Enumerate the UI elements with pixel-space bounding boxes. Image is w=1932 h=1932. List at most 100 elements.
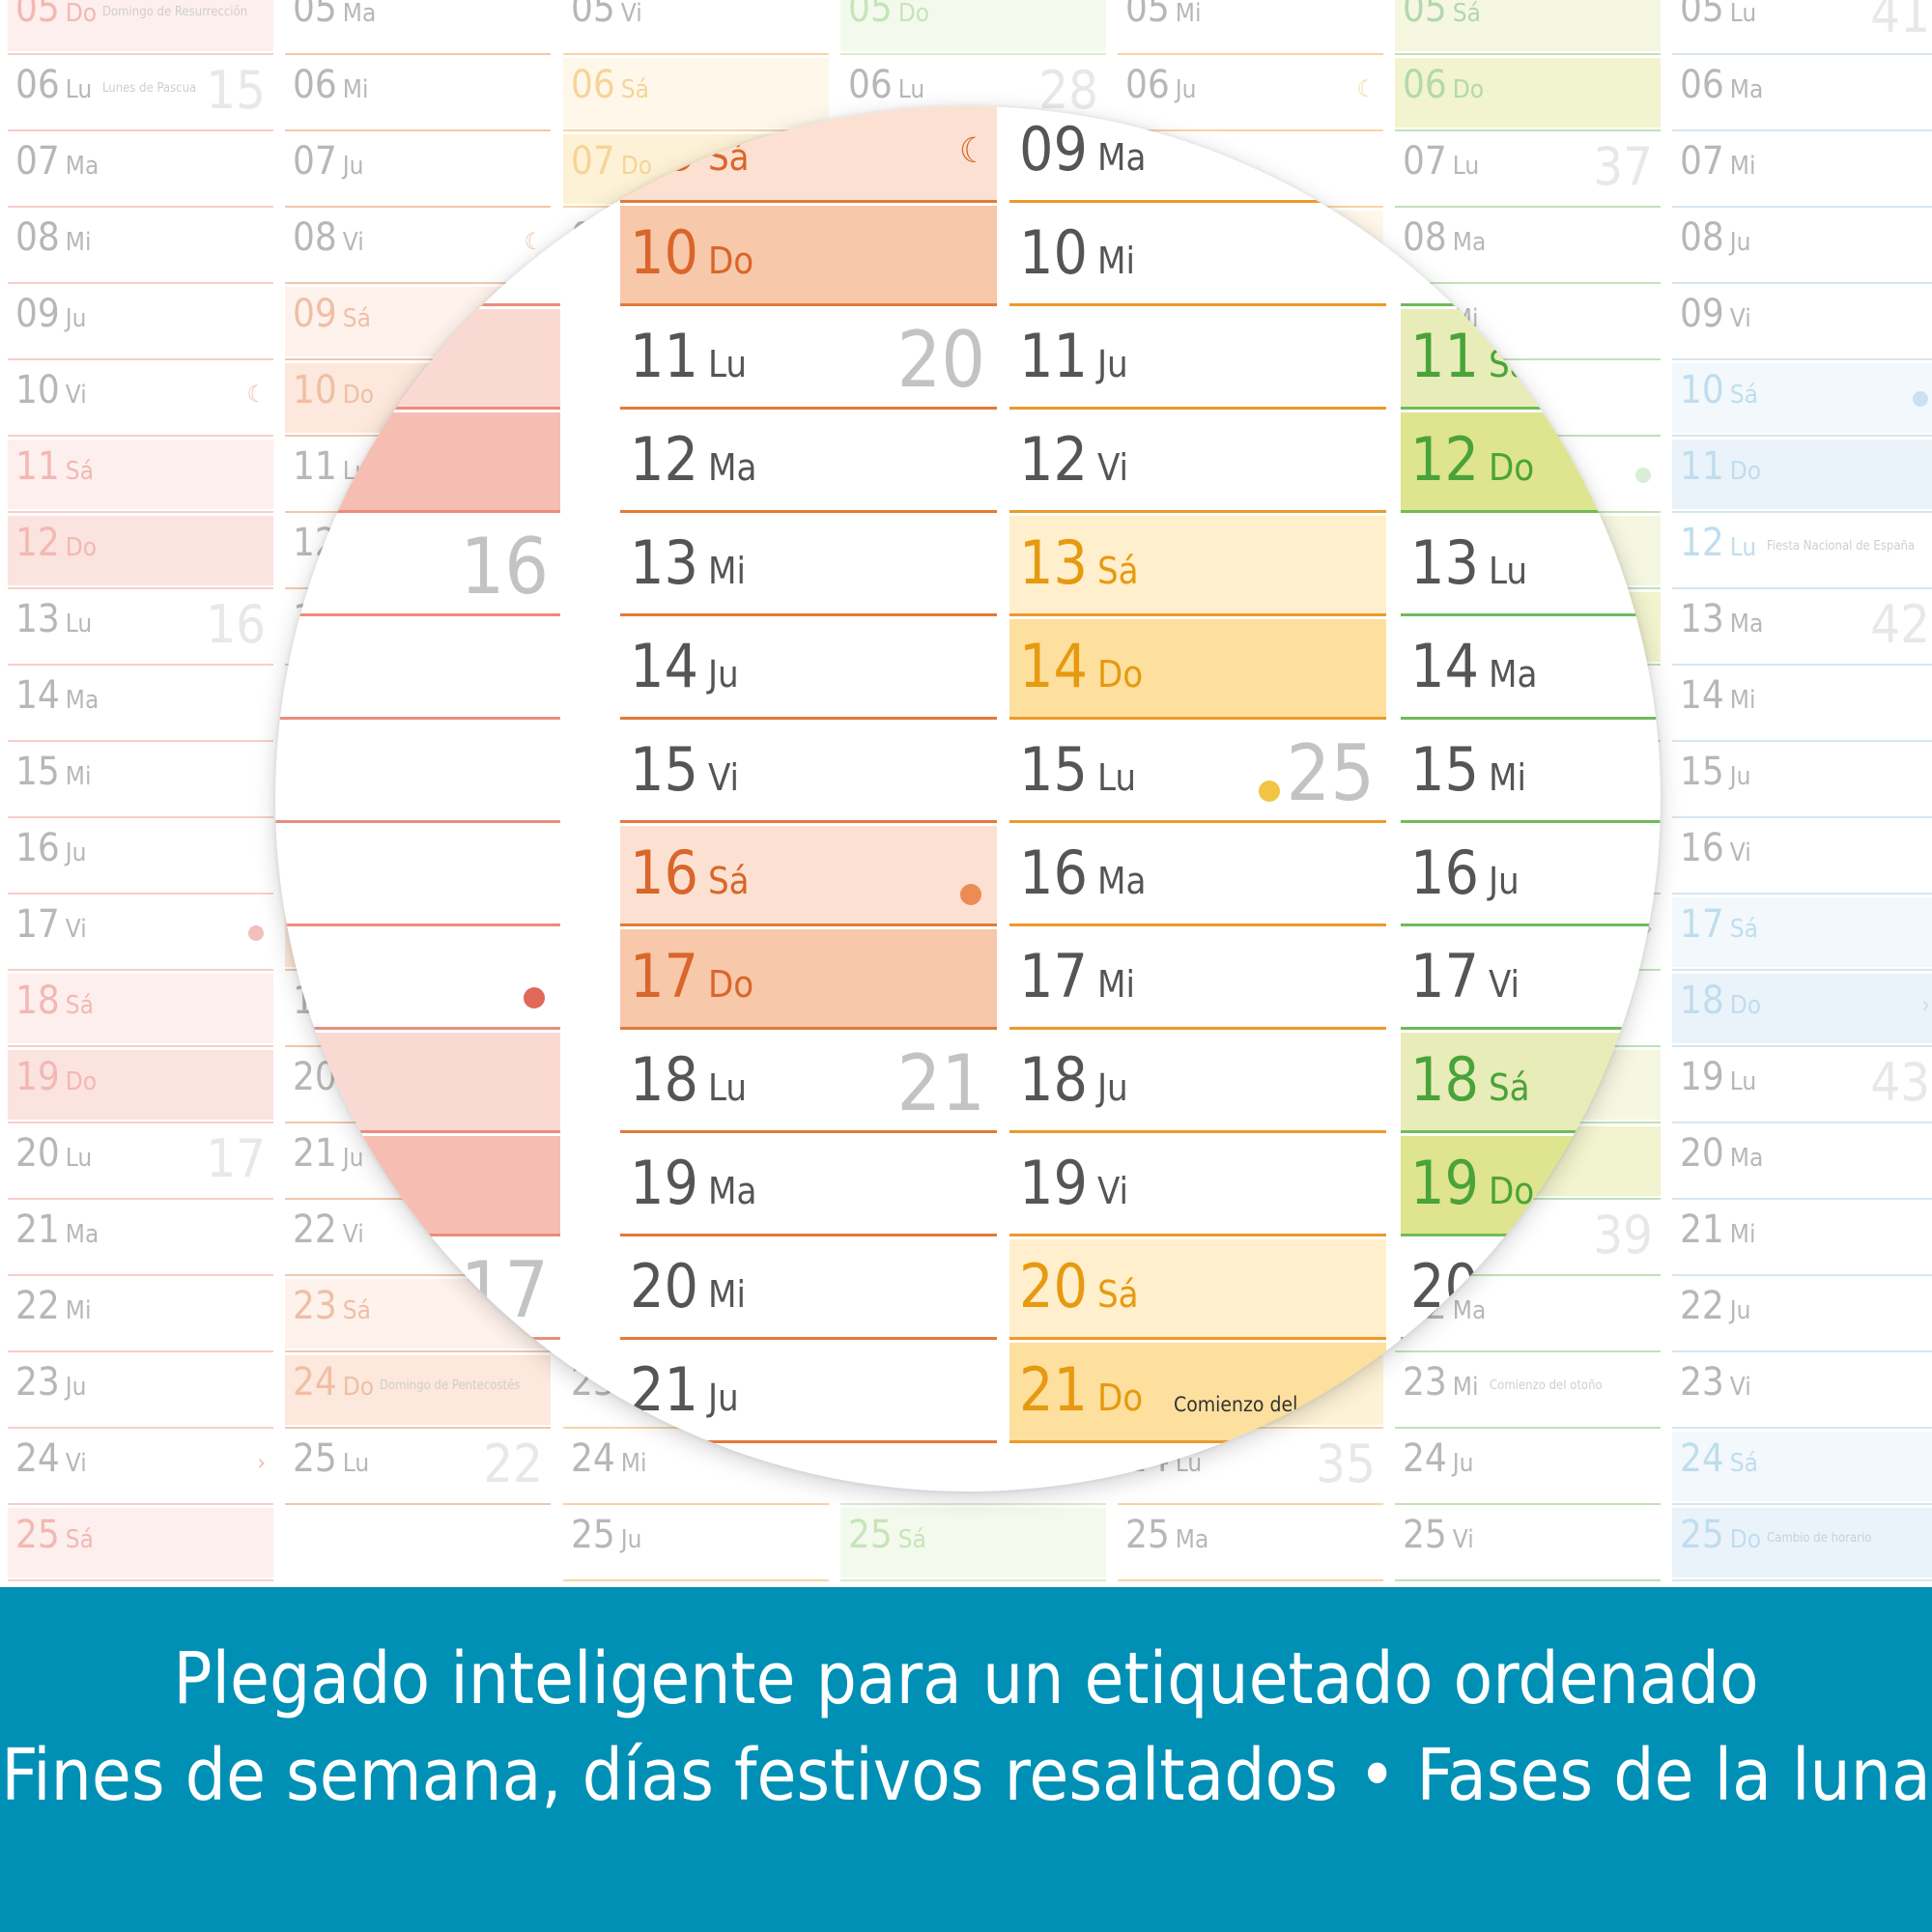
day-number: 17 bbox=[1680, 902, 1724, 947]
day-row: 07 Mi bbox=[1672, 134, 1932, 208]
row-divider bbox=[620, 923, 997, 926]
weekday-abbr: Vi bbox=[1488, 963, 1520, 1006]
day-number: 09 bbox=[15, 292, 60, 336]
weekday-abbr: Lu bbox=[1488, 550, 1528, 592]
row-divider bbox=[620, 200, 997, 203]
row-divider bbox=[8, 1503, 273, 1505]
row-divider bbox=[8, 1198, 273, 1200]
row-divider bbox=[8, 511, 273, 513]
row-divider bbox=[1672, 1122, 1932, 1123]
day-number: 25 bbox=[848, 1513, 893, 1557]
row-divider bbox=[8, 969, 273, 971]
weekday-abbr: Ma bbox=[65, 686, 99, 715]
weekday-abbr: Vi bbox=[65, 1449, 87, 1478]
day-label bbox=[1410, 1354, 1420, 1434]
weekend-highlight bbox=[1401, 1136, 1661, 1234]
weekday-abbr: Sá bbox=[65, 1525, 94, 1554]
day-row bbox=[275, 1136, 560, 1239]
weekend-highlight bbox=[620, 106, 997, 200]
weekday-abbr: Ma bbox=[1729, 610, 1764, 639]
weekday-abbr: Ju bbox=[1096, 343, 1128, 385]
day-number: 20 bbox=[1019, 1251, 1088, 1321]
row-divider bbox=[275, 200, 560, 203]
weekday-abbr: Ju bbox=[1729, 228, 1751, 257]
day-number: 23 bbox=[15, 1360, 60, 1405]
row-divider bbox=[1401, 717, 1661, 720]
weekend-highlight bbox=[1401, 412, 1661, 510]
day-number: 18 bbox=[1410, 1044, 1479, 1115]
weekend-highlight bbox=[1009, 1343, 1386, 1440]
day-number: 12 bbox=[15, 521, 60, 565]
day-label: 05 Do bbox=[848, 0, 929, 37]
day-number: 05 bbox=[15, 0, 60, 31]
weekday-abbr: Sá bbox=[1729, 381, 1758, 410]
weekday-abbr: Sá bbox=[1452, 0, 1481, 28]
day-row: 25 Ju bbox=[563, 1508, 829, 1581]
day-number: 09 bbox=[1019, 114, 1088, 185]
day-number: 14 bbox=[15, 673, 60, 718]
day-row: 13 Ma 42 bbox=[1672, 592, 1932, 666]
row-divider bbox=[8, 282, 273, 284]
weekday-abbr: Ma bbox=[1096, 136, 1147, 179]
row-divider bbox=[8, 206, 273, 208]
row-divider bbox=[620, 407, 997, 410]
day-row: 18 Do › bbox=[1672, 974, 1932, 1047]
day-row: 20 Lu 17 bbox=[8, 1126, 273, 1200]
row-divider bbox=[285, 1503, 551, 1505]
day-number: 18 bbox=[630, 1044, 698, 1115]
day-label: 25 Do bbox=[1680, 1512, 1761, 1563]
day-number: 16 bbox=[1410, 838, 1479, 908]
weekday-abbr: Mi bbox=[1729, 152, 1756, 181]
row-divider bbox=[840, 1579, 1106, 1581]
row-divider bbox=[1672, 435, 1932, 437]
weekend-highlight bbox=[275, 412, 560, 510]
day-row bbox=[275, 106, 560, 206]
weekday-abbr: Lu bbox=[1729, 1067, 1757, 1096]
day-label: 10 Sá bbox=[1680, 367, 1758, 418]
week-number: 17 bbox=[206, 1128, 266, 1189]
weekday-abbr: Mi bbox=[342, 75, 369, 104]
weekday-abbr: Ma bbox=[1096, 860, 1147, 902]
row-divider bbox=[8, 893, 273, 895]
day-row: 17 bbox=[275, 1239, 560, 1343]
day-number: 19 bbox=[630, 1148, 698, 1218]
row-divider bbox=[1401, 1440, 1661, 1443]
day-label: 05 Ma bbox=[293, 0, 376, 37]
day-label bbox=[1410, 217, 1420, 297]
day-number: 13 bbox=[1019, 527, 1088, 598]
waxing-moon-icon: ☾ bbox=[1356, 75, 1376, 102]
row-divider bbox=[1401, 1234, 1661, 1236]
weekend-highlight bbox=[620, 826, 997, 923]
day-number: 21 bbox=[630, 1354, 698, 1425]
day-label: 05 Lu bbox=[1680, 0, 1756, 37]
banner-line-2: Fines de semana, días festivos resaltado… bbox=[1, 1734, 1931, 1817]
row-divider bbox=[1118, 1579, 1383, 1581]
weekday-abbr: Mi bbox=[1729, 1220, 1756, 1249]
weekday-abbr: Mi bbox=[65, 762, 92, 791]
weekday-abbr: Mi bbox=[65, 1296, 92, 1325]
day-row: 20 Ma bbox=[1672, 1126, 1932, 1200]
week-number: 42 bbox=[1870, 594, 1930, 655]
day-number: 06 bbox=[848, 63, 893, 107]
weekday-abbr: Do bbox=[1096, 653, 1144, 696]
full-moon-icon bbox=[960, 884, 981, 905]
day-row: 09 Sá ☾ bbox=[620, 106, 997, 206]
day-number: 13 bbox=[630, 527, 698, 598]
weekday-abbr: Vi bbox=[1452, 1525, 1474, 1554]
row-divider bbox=[8, 587, 273, 589]
day-label: 11 Do bbox=[1680, 443, 1761, 495]
